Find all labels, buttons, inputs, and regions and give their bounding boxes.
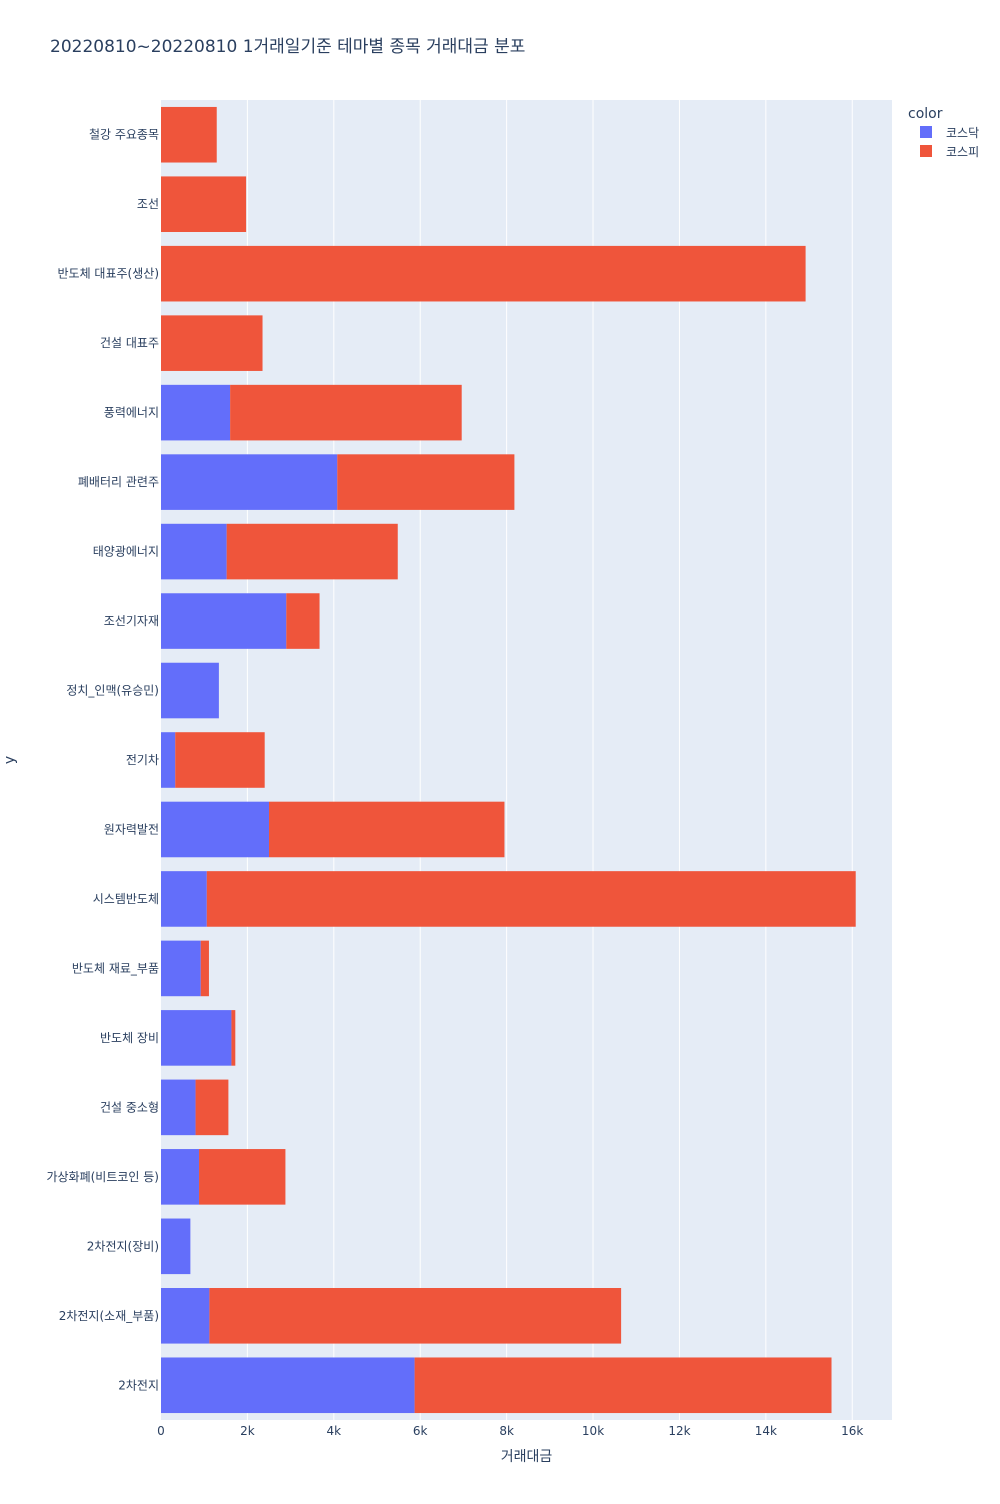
y-tick-label: 정치_인맥(유승민)	[66, 684, 159, 698]
y-tick-label: 철강 주요종목	[89, 128, 159, 142]
x-tick-label: 10k	[582, 1424, 604, 1438]
bar-kospi[interactable]	[269, 801, 505, 858]
y-tick-label: 조선기자재	[104, 614, 159, 628]
bar-kospi[interactable]	[175, 732, 265, 788]
bar-kospi[interactable]	[206, 871, 856, 927]
bar-kosdaq[interactable]	[161, 1010, 232, 1066]
y-tick-label: 건설 대표주	[100, 336, 159, 350]
y-tick-label: 풍력에너지	[104, 406, 159, 420]
legend-swatch[interactable]	[920, 126, 932, 138]
bar-kosdaq[interactable]	[161, 662, 219, 719]
bar-kospi[interactable]	[195, 1079, 229, 1136]
x-axis-title: 거래대금	[501, 1449, 553, 1465]
y-tick-label: 태양광에너지	[93, 545, 159, 559]
bar-kospi[interactable]	[161, 176, 247, 232]
x-tick-label: 12k	[668, 1424, 690, 1438]
bar-kospi[interactable]	[161, 245, 806, 302]
bar-kospi[interactable]	[199, 1149, 286, 1205]
bar-kospi[interactable]	[200, 940, 209, 997]
bar-kosdaq[interactable]	[161, 801, 270, 858]
bar-kosdaq[interactable]	[161, 871, 207, 927]
bar-kosdaq[interactable]	[161, 1357, 415, 1414]
y-tick-label: 전기차	[126, 753, 159, 767]
bar-kospi[interactable]	[286, 593, 320, 649]
x-tick-label: 4k	[327, 1424, 342, 1438]
bar-kospi[interactable]	[337, 454, 515, 510]
bar-kospi[interactable]	[226, 523, 398, 580]
bar-kospi[interactable]	[161, 106, 217, 163]
x-tick-label: 8k	[499, 1424, 514, 1438]
y-tick-label: 원자력발전	[104, 822, 159, 836]
bar-kospi[interactable]	[230, 384, 462, 441]
bar-kosdaq[interactable]	[161, 384, 231, 441]
bar-kosdaq[interactable]	[161, 454, 338, 510]
bar-kospi[interactable]	[414, 1357, 832, 1414]
legend-entry[interactable]: 코스닥	[946, 126, 979, 140]
x-tick-label: 2k	[240, 1424, 255, 1438]
bar-kosdaq[interactable]	[161, 1218, 191, 1275]
x-tick-label: 14k	[755, 1424, 777, 1438]
y-tick-label: 가상화폐(비트코인 등)	[46, 1170, 159, 1184]
legend-entry[interactable]: 코스피	[946, 145, 979, 159]
y-axis-title: y	[2, 756, 18, 764]
bar-kosdaq[interactable]	[161, 523, 227, 580]
y-tick-label: 건설 중소형	[100, 1100, 159, 1114]
y-tick-label: 반도체 장비	[100, 1031, 159, 1045]
bar-kosdaq[interactable]	[161, 593, 287, 649]
y-tick-label: 반도체 대표주(생산)	[58, 267, 160, 281]
x-tick-label: 6k	[413, 1424, 428, 1438]
chart-title: 20220810~20220810 1거래일기준 테마별 종목 거래대금 분포	[50, 37, 526, 57]
y-tick-label: 시스템반도체	[93, 892, 159, 906]
y-tick-label: 2차전지(장비)	[87, 1239, 159, 1253]
bar-kospi[interactable]	[209, 1288, 622, 1344]
bar-kosdaq[interactable]	[161, 1149, 200, 1205]
y-tick-label: 반도체 재료_부품	[72, 961, 159, 975]
y-tick-label: 2차전지(소재_부품)	[59, 1309, 159, 1323]
y-tick-label: 폐배터리 관련주	[78, 475, 159, 489]
bar-kosdaq[interactable]	[161, 1079, 196, 1136]
y-tick-label: 2차전지	[118, 1378, 159, 1392]
bar-kospi[interactable]	[161, 315, 263, 371]
legend-swatch[interactable]	[920, 145, 932, 157]
legend-title: color	[908, 106, 943, 122]
bar-kosdaq[interactable]	[161, 1288, 210, 1344]
bar-kosdaq[interactable]	[161, 732, 176, 788]
x-tick-label: 0	[157, 1424, 165, 1438]
bar-kospi[interactable]	[231, 1010, 236, 1066]
y-tick-label: 조선	[137, 197, 159, 211]
x-tick-label: 16k	[841, 1424, 863, 1438]
bar-kosdaq[interactable]	[161, 940, 201, 997]
